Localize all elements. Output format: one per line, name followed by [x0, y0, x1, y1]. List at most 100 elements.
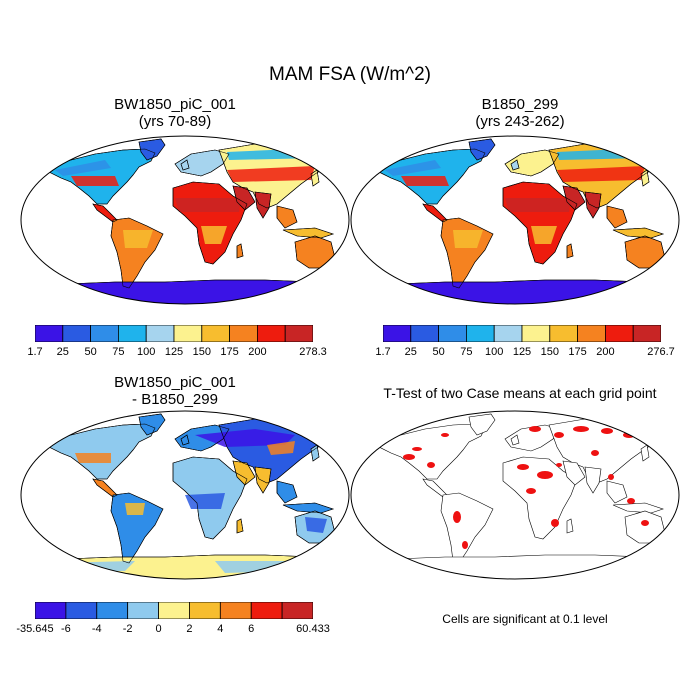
panel-title-top-right: B1850_299 (yrs 243-262)	[385, 96, 655, 130]
land-arabia	[562, 460, 586, 486]
map-panel-top-right	[350, 135, 680, 305]
field-patch	[305, 517, 327, 533]
field-patch	[185, 493, 225, 509]
panel-title-line1: BW1850_piC_001	[114, 374, 236, 391]
colorbar-swatch	[173, 325, 203, 342]
colorbar-label: 278.3	[299, 346, 327, 358]
colorbar-swatch	[35, 325, 64, 342]
colorbar-bottom-left: -35.645 -6 -4 -2 0 2 4 6 60.433	[16, 602, 330, 642]
colorbar-label: 2	[186, 623, 193, 635]
map-border	[350, 135, 680, 305]
colorbar-top-right: 1.7 25 50 75 100 125 150 175 200 276.7	[375, 325, 675, 365]
significant-cells	[608, 474, 614, 480]
panel-title-bottom-left: BW1850_piC_001 - B1850_299	[40, 374, 310, 408]
panel-title-line2: - B1850_299	[132, 391, 218, 408]
map-panel-bottom-left	[20, 410, 350, 580]
land-indonesia	[612, 502, 664, 514]
colorbar-swatch	[438, 325, 467, 342]
land-madagascar	[566, 518, 574, 534]
colorbar-swatch	[410, 325, 439, 342]
colorbar-label: 100	[485, 346, 504, 358]
panel-title-bottom-right: T-Test of two Case means at each grid po…	[383, 385, 657, 401]
colorbar-label: -4	[91, 623, 102, 635]
colorbar-swatch	[466, 325, 495, 342]
field-patch	[195, 429, 295, 447]
colorbar-label: 4	[217, 623, 224, 635]
colorbar-label: 50	[84, 346, 97, 358]
colorbar-label: 60.433	[296, 623, 330, 635]
significant-cells	[556, 463, 562, 467]
land-nz	[666, 265, 676, 279]
map-border	[20, 135, 350, 305]
colorbar-label: 175	[220, 346, 239, 358]
map-border	[350, 410, 680, 580]
map-panel-bottom-right	[350, 410, 680, 580]
field-patch	[55, 561, 135, 571]
colorbar-swatch	[219, 602, 252, 619]
field-patch	[267, 441, 295, 455]
land-uk	[510, 434, 520, 446]
colorbar-swatch	[281, 602, 313, 619]
field-patch	[55, 160, 111, 176]
field-patch	[505, 198, 571, 212]
field-patch	[125, 503, 145, 515]
significant-cells	[601, 428, 613, 434]
land-namerica	[378, 423, 486, 480]
colorbar-label: 25	[404, 346, 417, 358]
field-patch	[75, 453, 111, 463]
colorbar-swatch	[62, 325, 91, 342]
significant-cells	[627, 498, 635, 504]
colorbar-label: -2	[122, 623, 133, 635]
colorbar-swatch	[201, 325, 231, 342]
map-border	[20, 410, 350, 580]
colorbar-label: 25	[56, 346, 69, 358]
significant-cells	[427, 462, 435, 468]
colorbar-label: 75	[460, 346, 473, 358]
colorbar-label: 125	[164, 346, 184, 358]
significant-cells	[591, 450, 599, 456]
land-greenland	[468, 413, 496, 436]
significance-note: Cells are significant at 0.1 level	[442, 612, 608, 626]
colorbar-swatch	[604, 325, 634, 342]
colorbar-swatch	[284, 325, 313, 342]
colorbar-swatch	[521, 325, 551, 342]
significant-cells	[517, 464, 529, 470]
significant-cells	[453, 511, 461, 523]
colorbar-swatch	[158, 602, 190, 619]
field-patch	[71, 176, 119, 186]
colorbar-swatch	[189, 602, 221, 619]
field-patch	[215, 561, 305, 573]
panel-title-top-left: BW1850_piC_001 (yrs 70-89)	[40, 96, 310, 130]
colorbar-label: 1.7	[27, 346, 43, 358]
colorbar-label: 175	[568, 346, 587, 358]
colorbar-label: 200	[596, 346, 615, 358]
significant-cells	[529, 426, 541, 432]
land-nz	[336, 265, 346, 279]
figure-title: MAM FSA (W/m^2)	[269, 64, 431, 85]
significant-cells	[403, 454, 415, 460]
field-patch	[123, 230, 153, 248]
significant-cells	[573, 426, 589, 432]
field-patch	[227, 166, 315, 182]
colorbar-label: -6	[60, 623, 71, 635]
panel-title-line2: (yrs 243-262)	[475, 113, 565, 130]
field-patch	[201, 226, 227, 244]
colorbar-label: 150	[192, 346, 211, 358]
land-samerica	[440, 492, 494, 564]
significant-cells	[526, 488, 536, 494]
colorbar-swatch	[96, 602, 129, 619]
field-patch	[557, 166, 645, 182]
colorbar-label: -35.645	[16, 623, 54, 635]
colorbar-swatch	[229, 325, 258, 342]
colorbar-swatch	[577, 325, 606, 342]
significant-cells	[441, 433, 449, 437]
colorbar-label: 100	[137, 346, 156, 358]
significant-cells	[640, 424, 650, 430]
map-panel-top-left	[20, 135, 350, 305]
significant-cells	[462, 541, 468, 549]
colorbar-label: 125	[512, 346, 532, 358]
significant-cells	[551, 519, 559, 527]
land-india	[584, 466, 602, 494]
field-patch	[453, 230, 483, 248]
colorbar-swatch	[118, 325, 147, 342]
